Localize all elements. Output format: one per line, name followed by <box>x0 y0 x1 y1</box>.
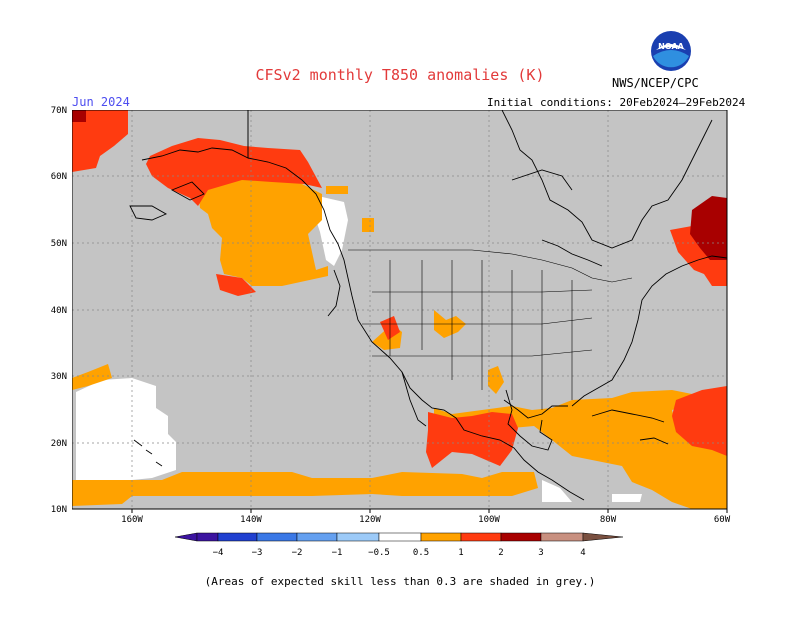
legend-swatch <box>196 532 219 542</box>
legend-swatch <box>296 532 338 542</box>
legend-label-3: 3 <box>538 548 543 558</box>
legend-arrow-high <box>582 532 624 542</box>
legend-swatch <box>540 532 584 542</box>
anomaly-map <box>72 110 728 513</box>
legend-swatch <box>378 532 422 542</box>
skill-note: (Areas of expected skill less than 0.3 a… <box>204 575 596 588</box>
initial-conditions: Initial conditions: 20Feb2024–29Feb2024 <box>487 96 746 109</box>
lon-label-120w: 120W <box>359 515 381 525</box>
lat-label-60n: 60N <box>51 172 67 182</box>
lon-label-60w: 60W <box>714 515 731 525</box>
legend-labels: −4 −3 −2 −1 −0.5 0.5 1 2 3 4 <box>213 548 586 558</box>
legend-label-1: 1 <box>458 548 463 558</box>
lon-label-160w: 160W <box>121 515 143 525</box>
political-borders <box>247 110 633 410</box>
forecast-month: Jun 2024 <box>72 95 130 109</box>
coastlines <box>129 110 728 501</box>
map-title: CFSv2 monthly T850 anomalies (K) <box>255 66 545 84</box>
legend-label-neg1: −1 <box>332 548 343 558</box>
legend-label-2: 2 <box>498 548 503 558</box>
lat-label-30n: 30N <box>51 372 67 382</box>
legend-label-neg2: −2 <box>292 548 303 558</box>
legend-swatch <box>256 532 298 542</box>
legend-swatches <box>175 532 624 542</box>
legend-swatch <box>500 532 542 542</box>
map-frame <box>72 110 728 510</box>
legend-swatch <box>336 532 380 542</box>
lat-label-10n: 10N <box>51 505 67 515</box>
axis-labels: 70N 60N 50N 40N 30N 20N 10N 160W 140W 12… <box>51 106 731 525</box>
legend-swatch <box>460 532 502 542</box>
lat-label-70n: 70N <box>51 106 67 116</box>
lon-label-80w: 80W <box>600 515 617 525</box>
lat-label-40n: 40N <box>51 306 67 316</box>
legend-arrow-low <box>175 532 198 542</box>
legend-swatch <box>420 532 462 542</box>
agency-label: NWS/NCEP/CPC <box>612 76 699 90</box>
lon-label-100w: 100W <box>478 515 500 525</box>
lat-label-50n: 50N <box>51 239 67 249</box>
svg-text:NOAA: NOAA <box>658 42 684 51</box>
noaa-logo-icon: NOAA <box>651 31 691 71</box>
lat-label-20n: 20N <box>51 439 67 449</box>
legend-label-neg3: −3 <box>252 548 263 558</box>
legend-swatch <box>217 532 258 542</box>
color-legend: −4 −3 −2 −1 −0.5 0.5 1 2 3 4 <box>175 532 624 558</box>
legend-label-neg4: −4 <box>213 548 224 558</box>
axis-ticks <box>131 509 728 513</box>
legend-label-neg05: −0.5 <box>368 548 390 558</box>
lon-label-140w: 140W <box>240 515 262 525</box>
graticule <box>72 110 727 509</box>
legend-label-4: 4 <box>580 548 585 558</box>
legend-label-05: 0.5 <box>413 548 429 558</box>
darkred-anomaly-regions <box>72 110 727 260</box>
